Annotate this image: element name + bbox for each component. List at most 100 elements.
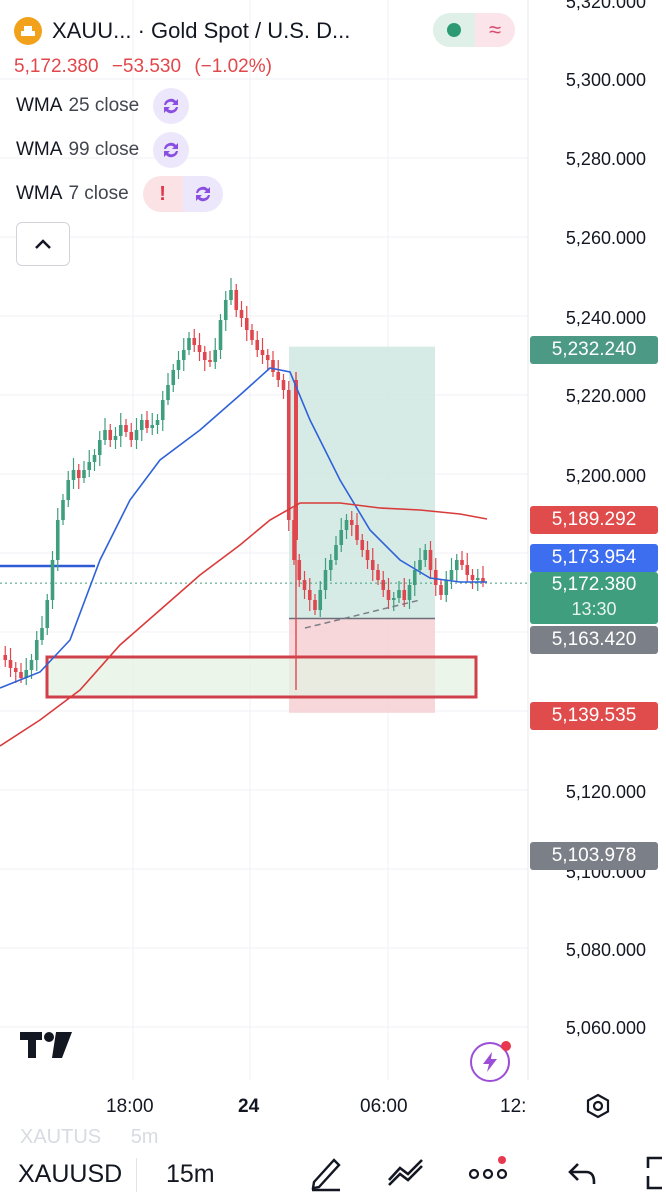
- candle-body: [76, 470, 81, 478]
- position-boxes: [0, 346, 528, 713]
- candle-body: [208, 360, 212, 362]
- symbol-search-button[interactable]: XAUUSD: [18, 1160, 123, 1188]
- candle-body: [294, 380, 298, 540]
- candle-body: [376, 570, 380, 580]
- candle-body: [66, 480, 71, 500]
- candle-body: [34, 640, 39, 660]
- indicator-name: WMA: [16, 95, 63, 116]
- candle-body: [150, 425, 155, 428]
- time-axis-label: 18:00: [106, 1096, 154, 1117]
- indicator-wma-25[interactable]: WMA 25 close: [16, 88, 190, 124]
- candle-body: [460, 560, 464, 565]
- ghost-interval: 5m: [130, 1126, 159, 1148]
- toolbar-divider: [136, 1158, 137, 1192]
- price-axis-label: 5,320.000: [565, 0, 646, 12]
- candle-body: [449, 570, 454, 580]
- candle-body: [187, 338, 191, 350]
- chart-grid: [0, 0, 529, 1080]
- price-axis-label: 5,060.000: [565, 1018, 646, 1038]
- candle-body: [166, 385, 170, 400]
- candle-body: [307, 590, 312, 600]
- fullscreen-icon[interactable]: [638, 1152, 666, 1197]
- candle-body: [328, 560, 333, 570]
- price-change-pct: (−1.02%): [194, 56, 272, 77]
- price-axis-label: 5,120.000: [565, 782, 646, 802]
- indicator-params: 25 close: [68, 95, 140, 116]
- candle-body: [313, 600, 317, 610]
- candle-body: [334, 545, 338, 560]
- candle-body: [103, 430, 107, 440]
- candle-body: [92, 455, 97, 462]
- take-profit-price-tag: 5,232.240: [530, 336, 658, 364]
- candle-body: [229, 290, 233, 300]
- crosshair-price-tag: 5,103.978: [530, 842, 658, 870]
- chart-settings-icon[interactable]: [584, 1092, 612, 1125]
- gold-logo-icon: [14, 17, 42, 45]
- wma-25-line: [0, 367, 487, 689]
- drawing-tools-icon[interactable]: [308, 1152, 344, 1197]
- wma-99-price-tag: 5,189.292: [530, 506, 658, 534]
- candle-body: [344, 520, 349, 530]
- candle-body: [50, 560, 55, 600]
- candle-body: [370, 560, 375, 570]
- indicator-wma-7[interactable]: WMA 7 close !: [16, 176, 223, 212]
- candle-body: [260, 350, 265, 355]
- market-status-toggle[interactable]: ≈: [433, 13, 515, 47]
- indicators-icon[interactable]: [386, 1152, 426, 1197]
- ma-lines: [0, 367, 488, 747]
- candle-body: [202, 352, 207, 360]
- sync-icon[interactable]: [153, 88, 190, 124]
- candle-body: [71, 470, 76, 480]
- candle-body: [3, 655, 8, 660]
- chart-canvas[interactable]: [0, 0, 666, 1130]
- indicator-name: WMA: [16, 183, 63, 204]
- undo-icon[interactable]: [566, 1152, 600, 1197]
- market-open-icon: [433, 13, 475, 47]
- last-price-tag: 5,172.380 13:30: [530, 572, 658, 624]
- sync-icon[interactable]: [153, 132, 190, 168]
- indicator-params: 7 close: [68, 183, 129, 204]
- indicator-status-group[interactable]: !: [142, 176, 223, 212]
- tradingview-logo-icon: [20, 1030, 72, 1065]
- candle-body: [412, 570, 417, 585]
- indicator-name: WMA: [16, 139, 63, 160]
- warning-icon[interactable]: !: [142, 176, 183, 212]
- candle-body: [213, 350, 218, 362]
- wma-25-price-tag: 5,173.954: [530, 544, 658, 572]
- interval-button[interactable]: 15m: [166, 1160, 215, 1188]
- candle-body: [124, 425, 128, 432]
- candle-body: [97, 440, 102, 455]
- candle-body: [339, 530, 344, 545]
- countdown-timer: 13:30: [571, 599, 617, 619]
- candle-body: [349, 520, 354, 525]
- candle-body: [444, 580, 449, 595]
- price-axis-label: 5,300.000: [565, 70, 646, 90]
- candle-body: [381, 580, 386, 590]
- candle-body: [302, 580, 307, 590]
- more-options-icon[interactable]: [468, 1152, 512, 1197]
- candle-body: [244, 318, 249, 330]
- price-change: −53.530: [111, 56, 182, 77]
- candle-body: [113, 436, 118, 440]
- symbol-row[interactable]: XAUU... · Gold Spot / U.S. D...: [14, 14, 350, 48]
- chevron-up-icon: [35, 239, 51, 249]
- symbol-title[interactable]: XAUU... · Gold Spot / U.S. D...: [52, 18, 351, 43]
- candle-body: [176, 360, 181, 370]
- price-row: 5,172.380 −53.530 (−1.02%): [14, 56, 280, 78]
- candle-body: [318, 590, 323, 610]
- candle-body: [181, 350, 186, 360]
- collapse-legend-button[interactable]: [16, 222, 70, 266]
- candle-body: [155, 420, 160, 425]
- candle-body: [439, 585, 443, 595]
- candle-body: [433, 570, 438, 585]
- candle-body: [87, 462, 92, 470]
- demand-zone-rect: [45, 655, 478, 699]
- candle-body: [13, 668, 18, 672]
- sync-icon[interactable]: [182, 176, 223, 212]
- symbol-ghost-text: XAUTUS 5m: [20, 1126, 182, 1149]
- stop-loss-price-tag: 5,139.535: [530, 702, 658, 730]
- indicator-wma-99[interactable]: WMA 99 close: [16, 132, 190, 168]
- price-axis-label: 5,220.000: [565, 386, 646, 406]
- flash-icon[interactable]: [470, 1041, 511, 1082]
- candle-body: [8, 660, 13, 668]
